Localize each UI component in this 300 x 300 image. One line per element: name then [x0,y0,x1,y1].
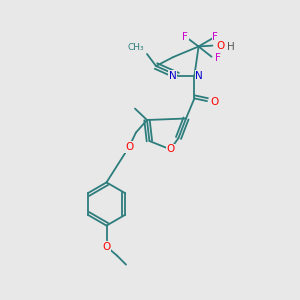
Text: F: F [215,52,221,63]
Text: O: O [166,144,175,154]
Text: F: F [182,32,188,42]
Text: F: F [212,32,218,42]
Text: H: H [227,42,235,52]
Text: N: N [195,70,203,81]
Text: CH₃: CH₃ [128,43,144,52]
Text: O: O [125,142,133,152]
Text: N: N [169,70,177,81]
Text: O: O [211,97,219,107]
Text: O: O [216,40,224,51]
Text: O: O [102,242,111,252]
